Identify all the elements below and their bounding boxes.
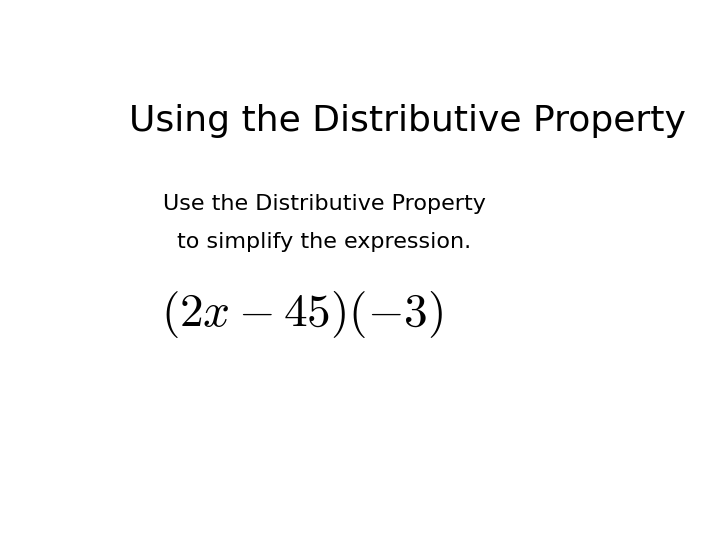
Text: Using the Distributive Property: Using the Distributive Property xyxy=(129,104,686,138)
Text: Use the Distributive Property: Use the Distributive Property xyxy=(163,194,486,214)
Text: to simplify the expression.: to simplify the expression. xyxy=(177,232,472,252)
Text: $(2x-45)(-3)$: $(2x-45)(-3)$ xyxy=(161,289,443,340)
